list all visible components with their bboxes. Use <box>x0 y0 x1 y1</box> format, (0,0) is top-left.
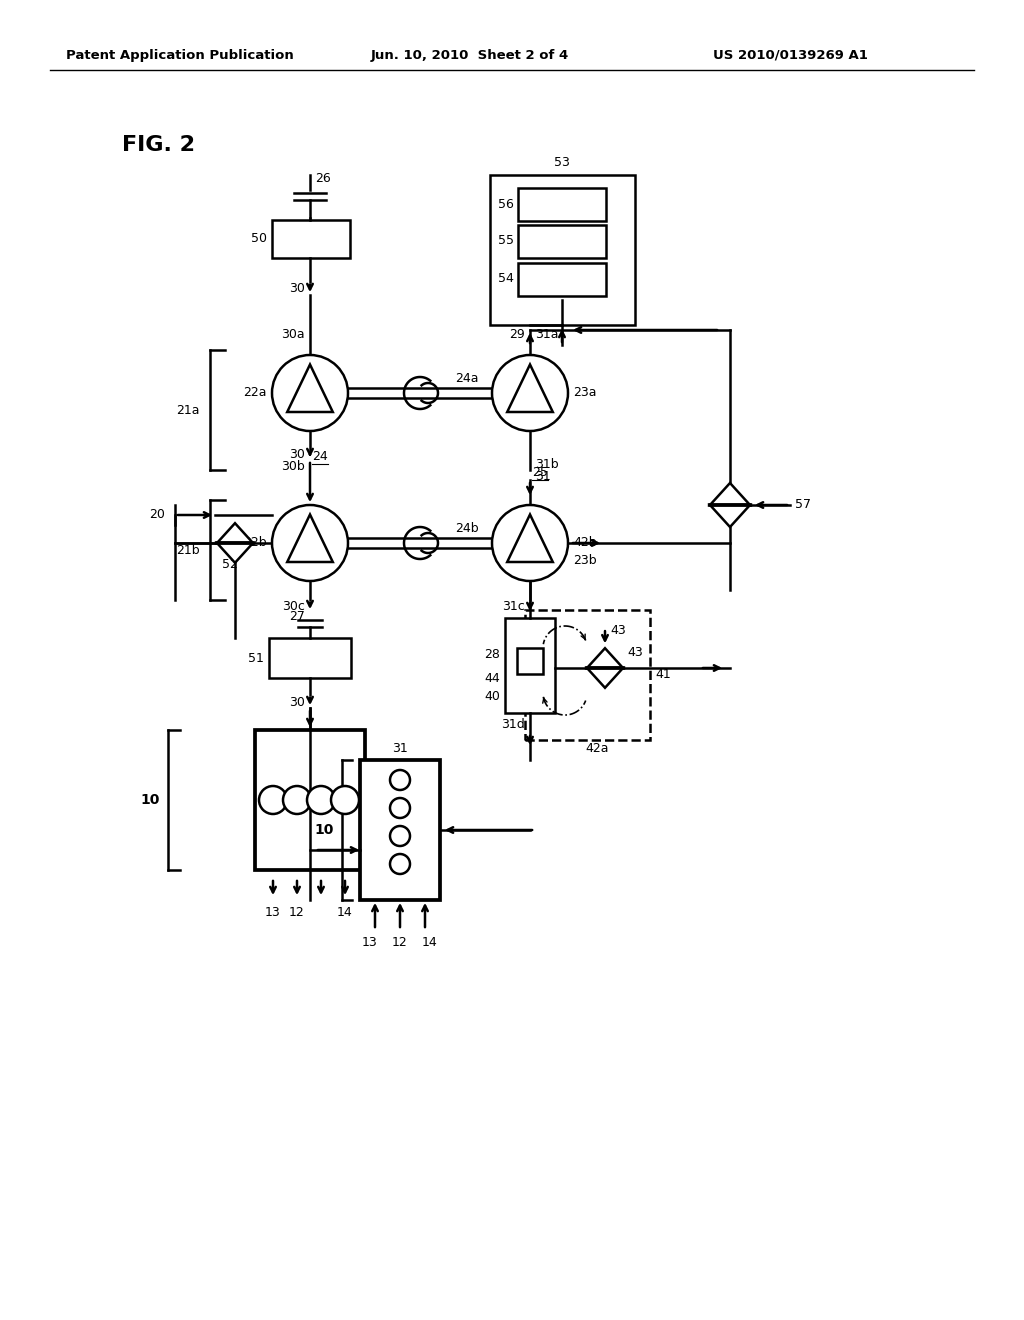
Text: 54: 54 <box>498 272 514 285</box>
Text: 30: 30 <box>289 449 305 462</box>
Circle shape <box>272 506 348 581</box>
Text: 10: 10 <box>314 822 334 837</box>
Text: 30c: 30c <box>283 599 305 612</box>
Text: 30: 30 <box>289 282 305 296</box>
Circle shape <box>492 355 568 432</box>
Bar <box>505 618 555 713</box>
Bar <box>272 220 350 257</box>
Circle shape <box>307 785 335 814</box>
Text: 31: 31 <box>535 470 551 483</box>
Bar <box>255 730 365 870</box>
Bar <box>525 610 650 741</box>
Text: 41: 41 <box>655 668 671 681</box>
Text: 30: 30 <box>289 697 305 710</box>
Text: 21b: 21b <box>176 544 200 557</box>
Circle shape <box>259 785 287 814</box>
Text: 26: 26 <box>315 172 331 185</box>
Polygon shape <box>710 483 750 506</box>
Text: 28: 28 <box>484 648 500 661</box>
Bar <box>518 187 606 220</box>
Polygon shape <box>587 668 623 688</box>
Text: 42b: 42b <box>573 536 597 549</box>
Text: 13: 13 <box>362 936 378 949</box>
Circle shape <box>390 854 410 874</box>
Text: 30b: 30b <box>282 461 305 474</box>
Bar <box>360 760 440 900</box>
Text: 23b: 23b <box>573 554 597 568</box>
Text: 21a: 21a <box>176 404 200 417</box>
Text: US 2010/0139269 A1: US 2010/0139269 A1 <box>713 49 867 62</box>
Text: Patent Application Publication: Patent Application Publication <box>67 49 294 62</box>
Text: Jun. 10, 2010  Sheet 2 of 4: Jun. 10, 2010 Sheet 2 of 4 <box>371 49 569 62</box>
Text: 24b: 24b <box>455 521 478 535</box>
Text: 31b: 31b <box>535 458 559 471</box>
Text: 52: 52 <box>222 558 238 572</box>
Text: 27: 27 <box>289 610 305 623</box>
Text: 14: 14 <box>337 906 353 919</box>
Text: 43: 43 <box>627 647 643 660</box>
Text: 55: 55 <box>498 235 514 248</box>
Polygon shape <box>507 515 553 562</box>
Text: 30a: 30a <box>282 329 305 342</box>
Text: 24a: 24a <box>455 371 478 384</box>
Text: 24: 24 <box>312 450 328 462</box>
Polygon shape <box>217 523 253 543</box>
Text: 14: 14 <box>422 936 438 949</box>
Text: 25: 25 <box>532 466 548 479</box>
Bar <box>490 176 635 325</box>
Text: 42a: 42a <box>585 742 608 755</box>
Circle shape <box>390 799 410 818</box>
Text: 50: 50 <box>251 232 267 246</box>
Text: 23a: 23a <box>573 387 597 400</box>
Text: 13: 13 <box>265 906 281 919</box>
Polygon shape <box>287 515 333 562</box>
Text: 20: 20 <box>150 508 165 521</box>
Circle shape <box>331 785 359 814</box>
Bar <box>518 224 606 257</box>
Circle shape <box>390 770 410 789</box>
Text: 12: 12 <box>289 906 305 919</box>
Text: 31c: 31c <box>502 601 525 614</box>
Text: 31a: 31a <box>535 329 558 342</box>
Text: FIG. 2: FIG. 2 <box>122 135 195 154</box>
Bar <box>518 263 606 296</box>
Text: 44: 44 <box>484 672 500 685</box>
Polygon shape <box>507 364 553 412</box>
Text: 43: 43 <box>610 623 626 636</box>
Text: 12: 12 <box>392 936 408 949</box>
Circle shape <box>390 826 410 846</box>
Text: 31: 31 <box>392 742 408 755</box>
Polygon shape <box>217 543 253 562</box>
Text: 40: 40 <box>484 689 500 702</box>
Text: 31d: 31d <box>502 718 525 731</box>
Text: 22a: 22a <box>244 387 267 400</box>
Polygon shape <box>287 364 333 412</box>
Text: 51: 51 <box>248 652 264 664</box>
Circle shape <box>272 355 348 432</box>
Bar <box>269 638 351 678</box>
Polygon shape <box>710 506 750 527</box>
Text: 56: 56 <box>498 198 514 210</box>
Text: 29: 29 <box>509 329 525 342</box>
Bar <box>517 648 543 675</box>
Text: 22b: 22b <box>244 536 267 549</box>
Circle shape <box>283 785 311 814</box>
Circle shape <box>492 506 568 581</box>
Text: 10: 10 <box>140 793 160 807</box>
Polygon shape <box>587 648 623 668</box>
Text: 57: 57 <box>795 499 811 511</box>
Text: 53: 53 <box>554 157 570 169</box>
